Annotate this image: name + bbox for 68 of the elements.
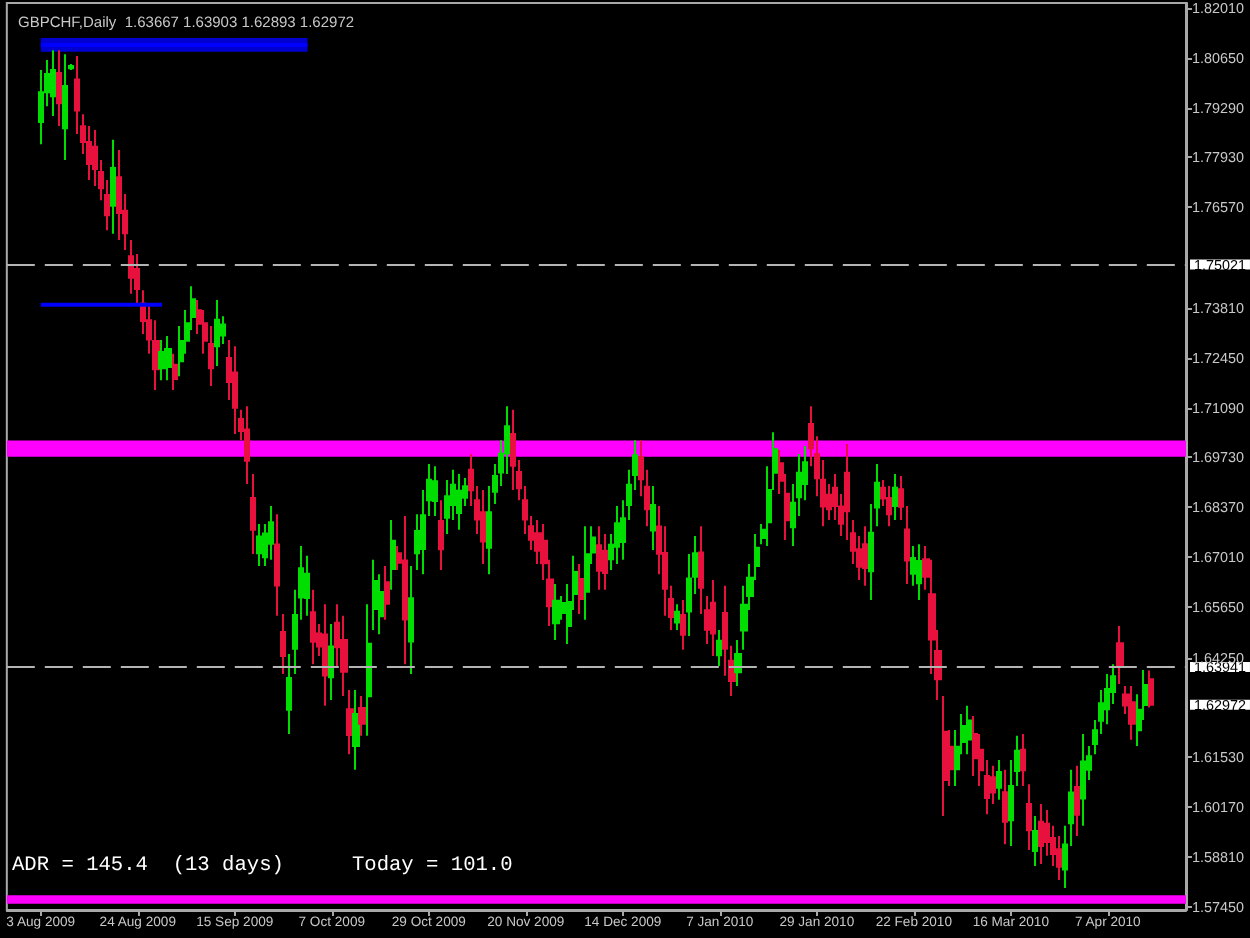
candlestick: [366, 603, 372, 737]
candlestick: [50, 49, 56, 118]
candlestick: [1020, 733, 1026, 787]
candlestick: [602, 532, 608, 591]
candlestick: [328, 622, 334, 701]
candlestick: [116, 149, 122, 242]
candlestick: [680, 599, 686, 651]
candlestick: [358, 694, 366, 737]
candlestick: [552, 583, 560, 641]
candlestick: [734, 638, 742, 688]
candlestick: [1026, 783, 1032, 851]
candlestick: [584, 525, 590, 621]
candlestick: [56, 49, 62, 127]
candlestick: [966, 704, 972, 756]
candlestick: [310, 588, 316, 666]
candlestick: [62, 53, 68, 161]
candlestick: [892, 472, 898, 521]
candlestick: [578, 562, 584, 616]
candlestick: [596, 525, 602, 591]
candlestick: [402, 514, 408, 666]
candlestick: [172, 352, 178, 392]
candlestick: [886, 484, 892, 528]
candlestick: [942, 694, 948, 817]
candlestick: [256, 523, 262, 568]
candlestick: [164, 334, 172, 382]
candlestick: [996, 758, 1002, 801]
candlestick: [1074, 764, 1080, 838]
candlestick: [916, 543, 922, 602]
candlestick: [244, 405, 250, 486]
candlestick: [158, 338, 166, 382]
candlestick: [322, 603, 328, 707]
candlestick: [214, 299, 220, 367]
candlestick: [438, 499, 444, 572]
annotation: Today = 101.0: [351, 854, 513, 878]
candlestick: [280, 613, 286, 676]
candlestick: [1038, 802, 1044, 865]
candlestick: [128, 239, 134, 295]
candlestick: [38, 68, 44, 146]
candlestick: [432, 465, 438, 517]
candlestick: [1116, 625, 1124, 685]
annotation: ADR = 145.4 (13 days): [12, 854, 284, 878]
candlestick: [650, 484, 656, 551]
candlestick: [1032, 814, 1038, 868]
candlestick: [372, 558, 378, 632]
candlestick: [352, 689, 360, 771]
candlestick: [110, 138, 116, 235]
candlestick: [274, 513, 280, 617]
candlestick: [304, 554, 310, 617]
candlestick: [1148, 669, 1154, 709]
candlestick: [408, 565, 414, 676]
candlestick: [480, 488, 486, 565]
candlestick: [674, 603, 680, 632]
candlestick: [346, 689, 354, 756]
candlestick: [862, 525, 868, 587]
candlestick: [232, 345, 238, 435]
candlestick: [1128, 685, 1136, 741]
candlestick: [710, 578, 716, 658]
candlestick: [250, 472, 256, 556]
candlestick: [614, 505, 620, 565]
candlestick: [972, 715, 978, 778]
candlestick: [1002, 768, 1008, 846]
candlestick: [384, 565, 390, 621]
candlestick: [716, 629, 722, 667]
candlestick: [268, 505, 274, 561]
candlestick: [456, 472, 462, 531]
candlestick: [286, 652, 292, 736]
candlestick: [1080, 733, 1086, 827]
candlestick: [390, 518, 396, 591]
